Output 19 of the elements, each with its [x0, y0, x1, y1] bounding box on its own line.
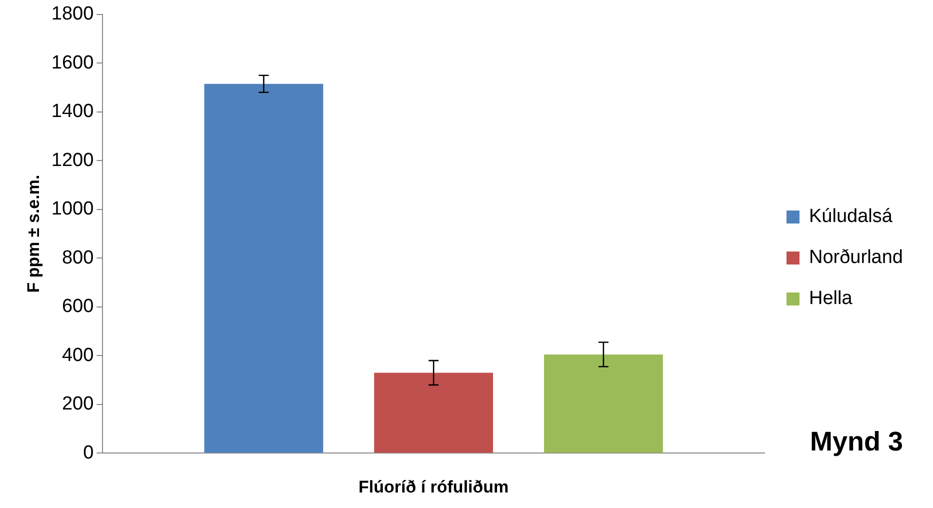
text: Mynd 3 [810, 426, 903, 456]
y-tick-label: 0 [83, 442, 94, 464]
y-tick-label: 1600 [51, 52, 94, 74]
y-tick-label: 1200 [51, 150, 94, 171]
bar [544, 354, 663, 453]
y-tick-label: 200 [62, 394, 94, 415]
y-tick-label: 1000 [51, 198, 94, 220]
y-tick-label: 1400 [51, 101, 94, 122]
y-tick-label: 400 [62, 344, 94, 366]
legend-label: Kúludalsá [809, 206, 893, 228]
legend-label: Hella [809, 288, 853, 310]
y-axis-title: F ppm ± s.e.m. [24, 174, 43, 293]
y-tick-label: 800 [62, 247, 94, 268]
bar [374, 372, 494, 453]
legend-label: Norðurland [809, 247, 903, 268]
bar [204, 84, 324, 453]
y-tick-label: 1800 [51, 4, 94, 25]
x-axis-title: Flúoríð í rófuliðum [358, 477, 509, 496]
y-tick-label: 600 [62, 296, 94, 318]
